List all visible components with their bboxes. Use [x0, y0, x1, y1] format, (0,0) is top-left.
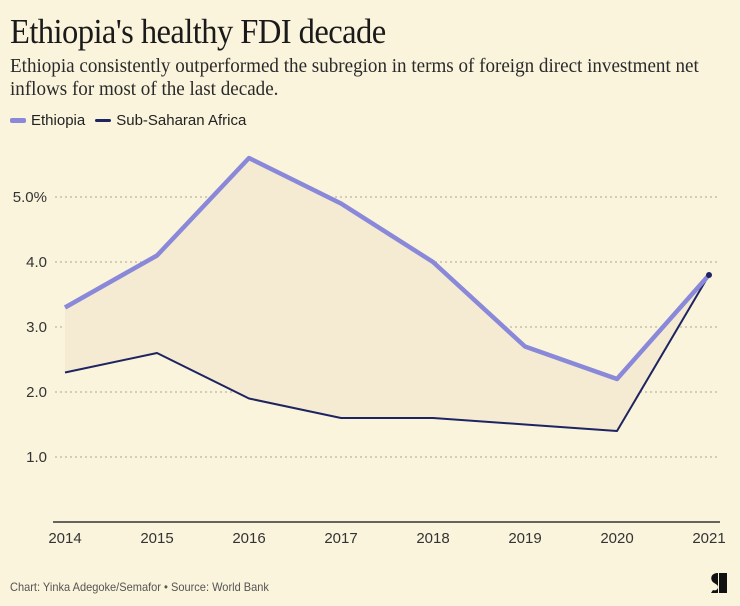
- x-tick-label: 2014: [48, 530, 81, 547]
- x-tick-label: 2016: [232, 530, 265, 547]
- legend-swatch-ethiopia: [10, 118, 26, 123]
- x-tick-label: 2020: [600, 530, 633, 547]
- x-tick-label: 2015: [140, 530, 173, 547]
- legend-label-ssa: Sub-Saharan Africa: [116, 112, 247, 129]
- legend-label-ethiopia: Ethiopia: [31, 112, 86, 129]
- legend-item-ethiopia: Ethiopia: [10, 112, 85, 129]
- x-axis-ticks: 2014 2015 2016 2017 2018 2019 2020 2021: [48, 530, 725, 547]
- legend-item-ssa: Sub-Saharan Africa: [95, 112, 246, 129]
- legend-swatch-ssa: [95, 119, 112, 122]
- series-end-points: [64, 157, 712, 432]
- x-tick-label: 2017: [324, 530, 357, 547]
- chart-subtitle: Ethiopia consistently outperformed the s…: [10, 55, 699, 100]
- footer-credit: Chart: Yinka Adegoke/Semafor • Source: W…: [10, 580, 269, 594]
- y-tick-label: 4.0: [26, 254, 47, 271]
- series-line-ssa: [64, 274, 710, 432]
- data-point-ssa: [706, 272, 712, 278]
- legend: Ethiopia Sub-Saharan Africa: [10, 112, 256, 129]
- y-tick-label: 5.0%: [13, 189, 47, 206]
- y-tick-label: 2.0: [26, 384, 47, 401]
- semafor-logo-icon: [711, 573, 727, 593]
- series-line-ethiopia: [63, 155, 711, 382]
- x-tick-label: 2018: [416, 530, 449, 547]
- area-between-series: [65, 158, 709, 431]
- x-tick-label: 2021: [692, 530, 725, 547]
- y-tick-label: 3.0: [26, 319, 47, 336]
- y-tick-label: 1.0: [26, 449, 47, 466]
- chart-title: Ethiopia's healthy FDI decade: [10, 12, 386, 51]
- y-axis-ticks: 1.0 2.0 3.0 4.0 5.0%: [13, 189, 47, 466]
- x-tick-label: 2019: [508, 530, 541, 547]
